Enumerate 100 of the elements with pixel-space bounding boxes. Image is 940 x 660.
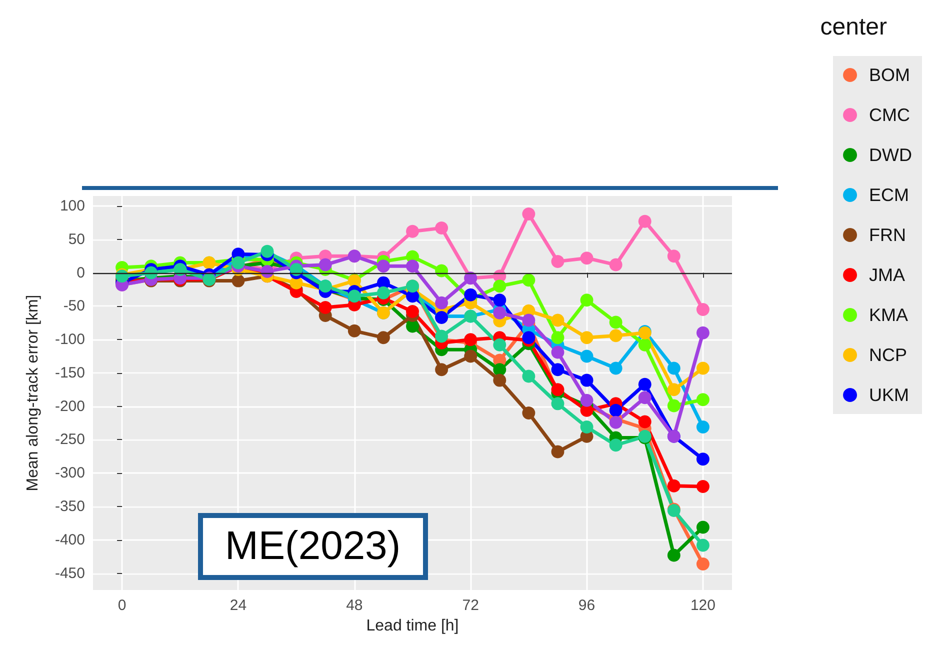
point	[696, 393, 710, 406]
x-tick-label: 96	[578, 597, 596, 614]
point	[696, 452, 710, 466]
legend-label: FRN	[869, 225, 906, 245]
y-tick-label: -100	[54, 331, 85, 348]
point	[551, 363, 564, 376]
point	[638, 378, 652, 391]
point	[609, 362, 622, 375]
point	[551, 397, 564, 410]
point	[376, 260, 390, 273]
x-tick-label: 120	[690, 597, 716, 614]
x-tick-label: 0	[118, 597, 126, 614]
point	[667, 399, 680, 412]
point	[376, 331, 390, 344]
point	[551, 383, 564, 396]
point	[667, 250, 680, 263]
point	[609, 258, 622, 272]
point	[522, 331, 536, 344]
point	[406, 224, 419, 238]
y-tick-label: -150	[54, 364, 85, 382]
legend-label: ECM	[869, 185, 910, 205]
point	[638, 415, 652, 428]
point	[464, 350, 478, 363]
x-axis-title: Lead time [h]	[366, 617, 459, 634]
point	[696, 557, 710, 570]
point	[551, 331, 564, 344]
point	[551, 314, 564, 327]
point	[609, 438, 622, 452]
point	[435, 330, 448, 343]
point	[667, 362, 680, 375]
point	[638, 338, 652, 352]
point	[318, 258, 332, 272]
point	[493, 374, 506, 387]
point	[493, 338, 506, 352]
point	[551, 346, 564, 359]
point	[696, 538, 710, 552]
point	[522, 406, 536, 420]
y-tick-label: -50	[63, 298, 85, 315]
point	[696, 480, 710, 493]
point	[232, 274, 245, 288]
x-tick-label: 24	[230, 597, 247, 614]
point	[580, 420, 594, 434]
point	[551, 445, 564, 458]
y-axis-title: Mean along-track error [km]	[24, 294, 42, 492]
point	[609, 316, 622, 329]
point	[435, 264, 448, 278]
point	[638, 391, 652, 404]
point	[580, 294, 594, 307]
point	[435, 296, 448, 310]
y-tick-label: -350	[54, 498, 85, 516]
x-tick-label: 48	[346, 597, 363, 614]
point	[580, 252, 594, 265]
y-tick-label: -200	[54, 398, 85, 415]
point	[609, 329, 622, 342]
legend-label: NCP	[869, 345, 908, 365]
y-tick-label: -400	[54, 531, 85, 548]
legend-label: JMA	[869, 265, 906, 285]
point	[667, 479, 680, 492]
point	[696, 303, 710, 316]
point	[348, 324, 361, 338]
point	[376, 286, 390, 300]
point	[609, 404, 622, 417]
point	[696, 520, 710, 534]
legend-label: BOM	[869, 65, 910, 85]
point	[435, 363, 448, 376]
point	[522, 208, 536, 221]
legend-label: CMC	[869, 105, 910, 125]
point	[580, 331, 594, 344]
point	[580, 374, 594, 387]
y-tick-label: 100	[60, 198, 85, 215]
y-tick-label: -250	[54, 431, 85, 448]
y-tick-label: 50	[68, 230, 85, 248]
annotation: ME(2023)	[198, 513, 428, 580]
point	[580, 350, 594, 363]
point	[522, 274, 536, 287]
point	[522, 370, 536, 383]
point	[435, 222, 448, 235]
point	[696, 420, 710, 434]
point	[580, 394, 594, 407]
y-tick-label: -300	[54, 464, 85, 482]
point	[667, 383, 680, 396]
point	[638, 214, 652, 228]
point	[464, 333, 478, 346]
point	[667, 548, 680, 562]
point	[493, 306, 506, 320]
y-tick-label: 0	[76, 264, 85, 282]
y-tick-label: -450	[54, 564, 85, 582]
x-tick-label: 72	[462, 597, 479, 614]
point	[696, 326, 710, 340]
point	[493, 363, 506, 376]
point	[406, 260, 419, 273]
legend-label: UKM	[869, 385, 910, 405]
point	[493, 280, 506, 293]
point	[406, 305, 419, 318]
point	[522, 314, 536, 327]
point	[696, 362, 710, 375]
point	[609, 416, 622, 429]
point	[551, 254, 564, 268]
legend-title: center	[820, 14, 888, 40]
legend-label: KMA	[869, 305, 908, 325]
